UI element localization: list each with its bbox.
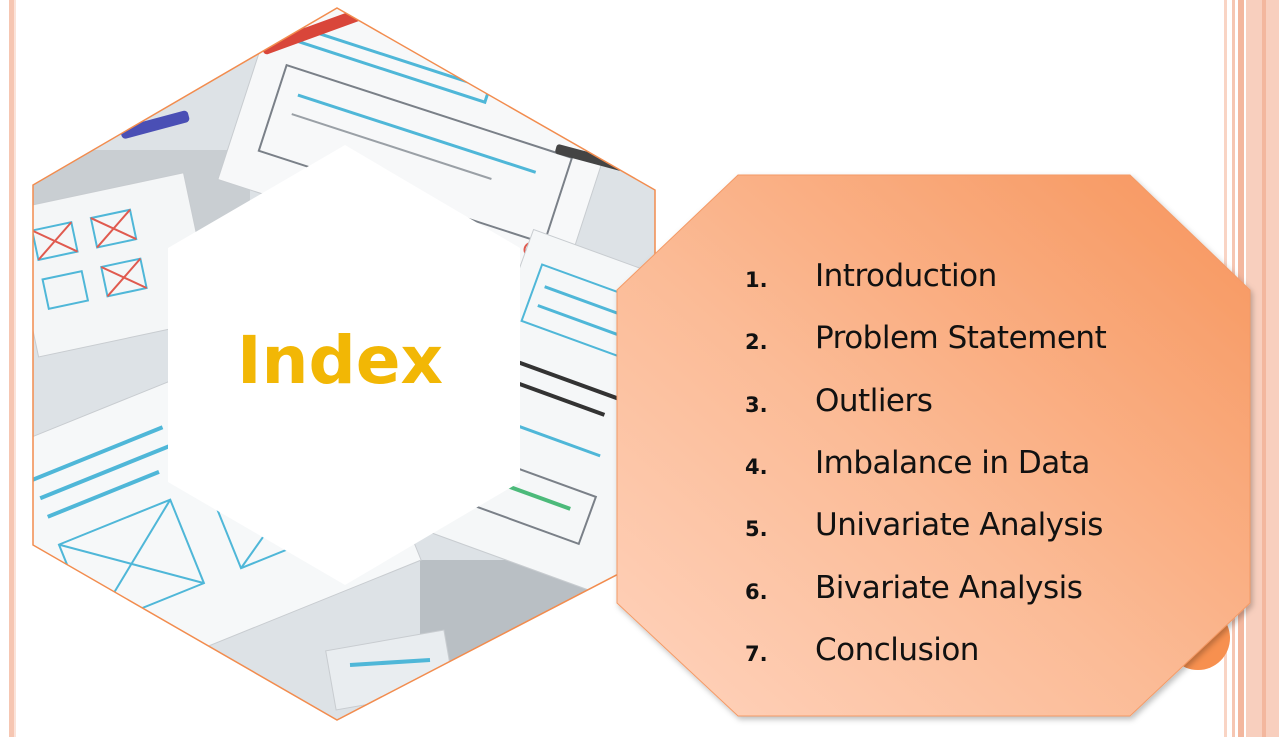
toc-item: 6. Bivariate Analysis (745, 556, 1106, 618)
toc-item-number: 4. (745, 455, 768, 480)
toc-item-label: Introduction (815, 258, 997, 295)
toc-item-label: Problem Statement (815, 320, 1107, 357)
toc-item: 1. Introduction (745, 245, 1106, 307)
toc-item-label: Imbalance in Data (815, 445, 1090, 482)
right-decor-stripe-5 (1262, 0, 1266, 737)
toc-item-number: 1. (745, 268, 768, 293)
toc-item-number: 3. (745, 392, 768, 417)
left-decor-stripe (9, 0, 14, 737)
index-title: Index (236, 322, 444, 399)
toc-item-number: 7. (745, 641, 768, 666)
toc-item: 7. Conclusion (745, 619, 1106, 681)
toc-item-label: Univariate Analysis (815, 507, 1103, 544)
toc-item: 4. Imbalance in Data (745, 432, 1106, 494)
toc-item-label: Conclusion (815, 631, 979, 668)
toc-item: 2. Problem Statement (745, 307, 1107, 369)
toc-list: 1. Introduction 2. Problem Statement 3. … (745, 245, 1107, 681)
toc-octagon (616, 174, 1251, 717)
toc-item-label: Bivariate Analysis (815, 569, 1083, 606)
left-decor-stripe-light (14, 0, 16, 737)
toc-item-number: 6. (745, 579, 768, 604)
toc-item: 5. Univariate Analysis (745, 494, 1106, 556)
toc-item-number: 2. (745, 330, 768, 355)
toc-item: 3. Outliers (745, 370, 1106, 432)
hexagon-frame (32, 7, 656, 721)
inner-hexagon (168, 145, 520, 585)
toc-item-number: 5. (745, 517, 768, 542)
toc-item-label: Outliers (815, 382, 933, 419)
